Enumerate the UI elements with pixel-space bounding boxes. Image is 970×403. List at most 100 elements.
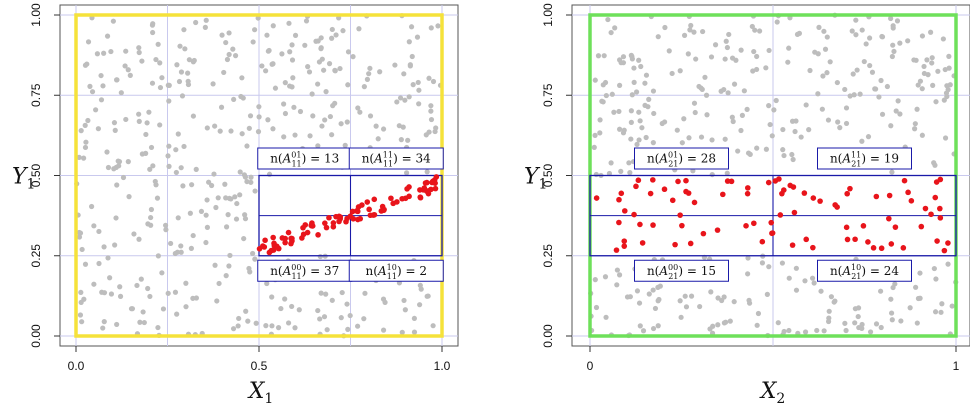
- background-point: [687, 27, 693, 33]
- background-point: [919, 86, 925, 92]
- background-point: [82, 144, 89, 151]
- background-point: [148, 206, 155, 213]
- background-point: [345, 82, 351, 88]
- background-point: [618, 168, 624, 174]
- cell-count-label: n(A10 21) = 24: [830, 263, 899, 281]
- highlight-point: [743, 223, 749, 229]
- background-point: [721, 320, 727, 326]
- background-point: [250, 250, 256, 257]
- background-point: [78, 289, 84, 296]
- background-point: [82, 122, 88, 128]
- background-point: [912, 121, 918, 127]
- background-point: [223, 273, 229, 279]
- x-tick-label: 0.5: [251, 359, 268, 373]
- background-point: [114, 182, 120, 188]
- background-point: [255, 15, 261, 21]
- background-point: [270, 126, 276, 132]
- background-point: [356, 26, 362, 32]
- highlight-point: [417, 194, 424, 201]
- background-point: [616, 57, 623, 63]
- background-point: [147, 166, 153, 172]
- background-point: [270, 61, 276, 67]
- background-point: [255, 129, 262, 135]
- background-point: [307, 133, 313, 139]
- background-point: [137, 319, 143, 325]
- background-point: [913, 57, 919, 63]
- background-point: [853, 17, 859, 23]
- background-point: [329, 26, 335, 33]
- highlight-point: [621, 208, 628, 214]
- highlight-point: [364, 199, 371, 205]
- background-point: [286, 20, 292, 26]
- y-tick-label: 0.00: [541, 324, 555, 348]
- background-point: [401, 297, 407, 304]
- background-point: [938, 309, 944, 315]
- background-point: [410, 82, 416, 88]
- background-point: [637, 323, 643, 329]
- background-point: [329, 297, 335, 303]
- background-point: [403, 170, 410, 176]
- background-point: [815, 91, 821, 97]
- background-point: [730, 118, 736, 125]
- background-point: [651, 110, 657, 117]
- background-point: [340, 28, 346, 34]
- background-point: [674, 127, 680, 133]
- background-point: [361, 84, 367, 90]
- background-point: [820, 73, 826, 79]
- background-point: [811, 280, 817, 286]
- highlight-point: [928, 211, 934, 218]
- highlight-point: [922, 205, 929, 212]
- background-point: [894, 18, 901, 24]
- background-point: [226, 30, 232, 36]
- background-point: [176, 78, 183, 85]
- highlight-point: [333, 213, 339, 220]
- background-point: [869, 69, 876, 75]
- background-point: [269, 294, 275, 300]
- background-point: [755, 310, 762, 317]
- background-point: [888, 296, 894, 302]
- highlight-point: [852, 236, 858, 243]
- background-point: [746, 300, 753, 306]
- background-point: [932, 309, 939, 315]
- background-point: [323, 291, 329, 297]
- background-point: [337, 65, 343, 72]
- background-point: [148, 214, 154, 221]
- background-point: [173, 147, 179, 153]
- background-point: [722, 56, 728, 62]
- highlight-point: [270, 234, 276, 241]
- background-point: [627, 170, 633, 176]
- cell-count-label: n(A01 21) = 28: [647, 151, 716, 169]
- background-point: [917, 270, 923, 276]
- background-point: [409, 53, 415, 60]
- background-point: [157, 60, 163, 66]
- background-point: [259, 63, 265, 69]
- background-point: [100, 325, 106, 331]
- background-point: [264, 280, 270, 287]
- background-point: [157, 84, 164, 91]
- background-point: [256, 114, 262, 120]
- highlight-point: [285, 229, 292, 236]
- background-point: [726, 31, 732, 38]
- highlight-point: [675, 178, 681, 185]
- background-point: [83, 139, 89, 145]
- background-point: [127, 72, 133, 78]
- highlight-point: [772, 178, 779, 184]
- background-point: [98, 72, 104, 79]
- highlight-point: [728, 178, 735, 185]
- background-point: [148, 144, 155, 151]
- background-point: [825, 117, 832, 123]
- background-point: [890, 284, 896, 291]
- background-point: [608, 29, 614, 36]
- background-point: [424, 169, 430, 175]
- highlight-point: [406, 184, 412, 190]
- background-point: [633, 89, 640, 95]
- highlight-point: [326, 214, 332, 221]
- background-point: [835, 119, 841, 125]
- background-point: [754, 145, 760, 151]
- highlight-point: [759, 238, 766, 245]
- background-point: [355, 323, 361, 329]
- background-point: [691, 29, 697, 35]
- background-point: [826, 308, 832, 314]
- background-point: [919, 33, 926, 39]
- background-point: [182, 46, 188, 52]
